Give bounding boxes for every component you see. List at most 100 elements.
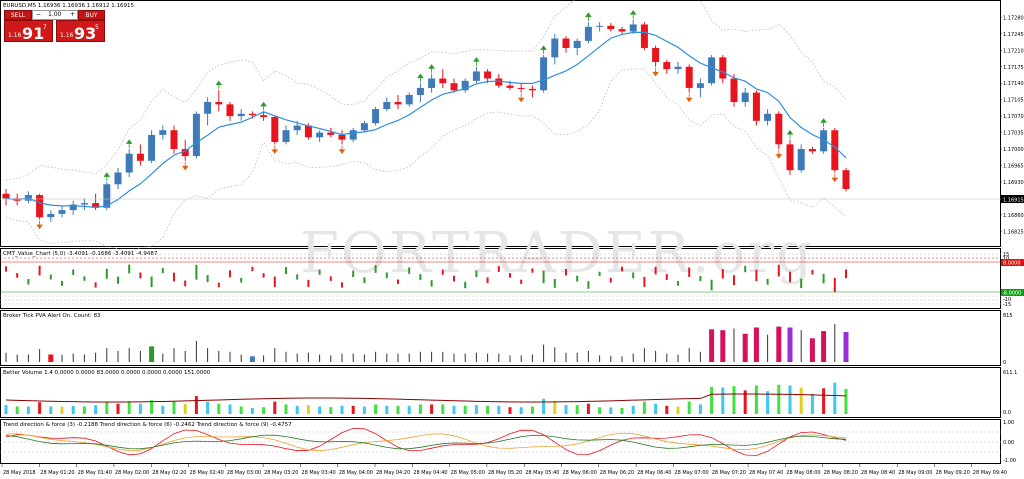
tick-title: Broker Tick PVA Alert On. Count: 83 xyxy=(3,313,101,319)
tick-bar xyxy=(5,352,7,362)
trend-tick-0: 0.00 xyxy=(1003,440,1014,446)
candle-body xyxy=(663,62,671,70)
volume-bar xyxy=(732,386,736,414)
volume-bar xyxy=(374,404,378,414)
candle-body xyxy=(416,87,424,95)
trend-tick-m1: -1.00 xyxy=(1003,458,1016,464)
sell-signal-arrow xyxy=(181,161,189,171)
volume-bar xyxy=(60,406,64,414)
candle-body xyxy=(349,130,357,140)
candle-body xyxy=(629,24,637,32)
sell-button[interactable]: SELL xyxy=(4,10,32,20)
buy-signal-arrow xyxy=(125,139,133,149)
candle-body xyxy=(260,115,268,118)
lot-decrease-button[interactable]: − xyxy=(36,11,42,18)
tick-panel-frame xyxy=(0,310,1001,366)
tick-bar xyxy=(285,351,287,362)
candle-body xyxy=(204,102,212,114)
volume-bar xyxy=(687,401,691,414)
tick-bar xyxy=(307,352,309,362)
sell-signal-arrow xyxy=(775,150,783,159)
time-tick-label: 28 May 05:20 xyxy=(488,470,522,476)
tick-bar xyxy=(229,351,231,362)
tick-bar xyxy=(688,348,690,362)
volume-bar xyxy=(844,389,848,414)
volume-bar xyxy=(206,401,210,414)
time-tick-label: 28 May 09:20 xyxy=(936,470,970,476)
lower-band xyxy=(5,68,847,254)
candle-body xyxy=(696,83,704,88)
buy-signal-arrow xyxy=(585,12,592,22)
candle-body xyxy=(730,78,738,103)
tick-bar xyxy=(352,353,354,362)
time-tick-label: 28 May 08:40 xyxy=(861,470,895,476)
volume-bar xyxy=(138,403,142,414)
tick-panel: Broker Tick PVA Alert On. Count: 83 815 … xyxy=(3,313,1013,366)
candle-body xyxy=(775,113,783,145)
candle-body xyxy=(461,80,469,91)
candle-body xyxy=(47,213,55,218)
time-tick-label: 28 May 07:40 xyxy=(749,470,783,476)
time-tick-label: 28 May 01:20 xyxy=(40,470,74,476)
price-tick-label: 1.17105 xyxy=(1003,98,1024,104)
price-tick-label: 1.16825 xyxy=(1003,229,1024,235)
buy-price[interactable]: 1.16 93 5 xyxy=(56,20,105,43)
volume-bar xyxy=(530,406,534,414)
lot-increase-button[interactable]: + xyxy=(70,11,76,18)
buy-signal-arrow xyxy=(786,129,794,139)
volume-bar xyxy=(362,406,366,414)
volume-bar xyxy=(542,398,546,414)
tick-bar xyxy=(274,348,276,362)
tick-bar xyxy=(419,351,421,362)
candle-body xyxy=(484,71,492,79)
time-tick-label: 28 May 06:20 xyxy=(600,470,634,476)
volume-bar xyxy=(822,388,826,414)
volume-bar xyxy=(26,406,30,414)
volume-bar xyxy=(385,405,389,414)
price-tick-label: 1.17070 xyxy=(1003,114,1024,120)
tick-bar xyxy=(386,353,388,362)
volume-bar xyxy=(631,405,635,414)
tick-bar xyxy=(709,329,715,362)
time-tick-label: 28 May 08:20 xyxy=(824,470,858,476)
volume-bar xyxy=(329,407,333,414)
price-axis: 1.17280 1.17245 1.17210 1.17175 1.17140 1.171… xyxy=(1000,15,1024,235)
sell-price-big: 91 xyxy=(22,24,45,43)
cmt-tick-8: 8.0000 xyxy=(1003,261,1021,267)
time-tick-label: 28 May 07:20 xyxy=(712,470,746,476)
volume-bar xyxy=(754,385,758,414)
volume-bar xyxy=(474,405,478,414)
upper-band xyxy=(5,0,847,181)
candle-body xyxy=(831,130,839,171)
watermark: FORTRADER.org xyxy=(300,221,814,286)
trend-force-line xyxy=(5,427,847,456)
lot-size-field[interactable]: − 1.00 + xyxy=(32,10,78,20)
tick-bar xyxy=(72,353,74,362)
volume-bar xyxy=(766,391,770,414)
tick-bar xyxy=(509,355,511,362)
volume-title: Better Volume 1.4 0.0000 0.0000 83.0000 … xyxy=(3,370,211,376)
sell-signal-arrow xyxy=(36,220,43,230)
tick-bar xyxy=(218,350,220,362)
tick-tick-zero: 0 xyxy=(1003,360,1006,366)
tick-bar xyxy=(800,330,802,362)
lot-value[interactable]: 1.00 xyxy=(48,11,62,18)
volume-panel-frame xyxy=(0,367,1001,418)
price-tick-label: 1.16860 xyxy=(1003,213,1024,219)
sell-signal-arrow xyxy=(652,67,659,77)
candle-body xyxy=(528,88,536,91)
candle-body xyxy=(808,149,816,152)
volume-bar xyxy=(676,406,680,414)
sell-price[interactable]: 1.16 91 7 xyxy=(4,20,53,43)
candle-body xyxy=(159,130,167,135)
tick-bar xyxy=(39,349,41,362)
tick-bar xyxy=(117,350,119,362)
moving-average xyxy=(5,31,847,209)
buy-button[interactable]: BUY xyxy=(78,10,105,20)
tick-bar xyxy=(162,353,164,362)
volume-bar xyxy=(318,406,322,414)
candle-body xyxy=(719,57,727,79)
price-tick-label: 1.17140 xyxy=(1003,81,1024,87)
cmt-tick-m10: -10 xyxy=(1003,297,1011,303)
